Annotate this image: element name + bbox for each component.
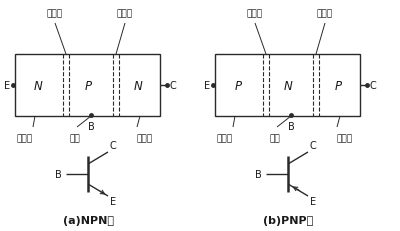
Text: B: B	[288, 122, 294, 131]
Text: P: P	[334, 79, 342, 92]
Bar	[215, 55, 360, 116]
Text: 集电结: 集电结	[117, 9, 133, 18]
Text: 发射结: 发射结	[47, 9, 63, 18]
Text: E: E	[110, 196, 116, 206]
Text: 集电结: 集电结	[317, 9, 333, 18]
Text: 基区: 基区	[70, 134, 80, 142]
Text: C: C	[170, 81, 177, 91]
Text: (b)PNP型: (b)PNP型	[263, 215, 313, 225]
Text: B: B	[55, 169, 62, 179]
Text: E: E	[204, 81, 210, 91]
Text: N: N	[134, 79, 142, 92]
Text: 集电区: 集电区	[337, 134, 353, 142]
Text: C: C	[310, 140, 317, 150]
Text: (a)NPN型: (a)NPN型	[62, 215, 114, 225]
Text: 发射结: 发射结	[247, 9, 263, 18]
Text: P: P	[84, 79, 92, 92]
Text: N: N	[34, 79, 42, 92]
Text: B: B	[255, 169, 262, 179]
Text: 集电区: 集电区	[137, 134, 153, 142]
Text: P: P	[234, 79, 242, 92]
Text: 基区: 基区	[270, 134, 280, 142]
Text: B: B	[88, 122, 94, 131]
Text: C: C	[370, 81, 377, 91]
Text: C: C	[110, 140, 117, 150]
Text: 发射区: 发射区	[217, 134, 233, 142]
Text: E: E	[310, 196, 316, 206]
Text: N: N	[284, 79, 292, 92]
Text: 发射区: 发射区	[17, 134, 33, 142]
Text: E: E	[4, 81, 10, 91]
Bar	[15, 55, 160, 116]
